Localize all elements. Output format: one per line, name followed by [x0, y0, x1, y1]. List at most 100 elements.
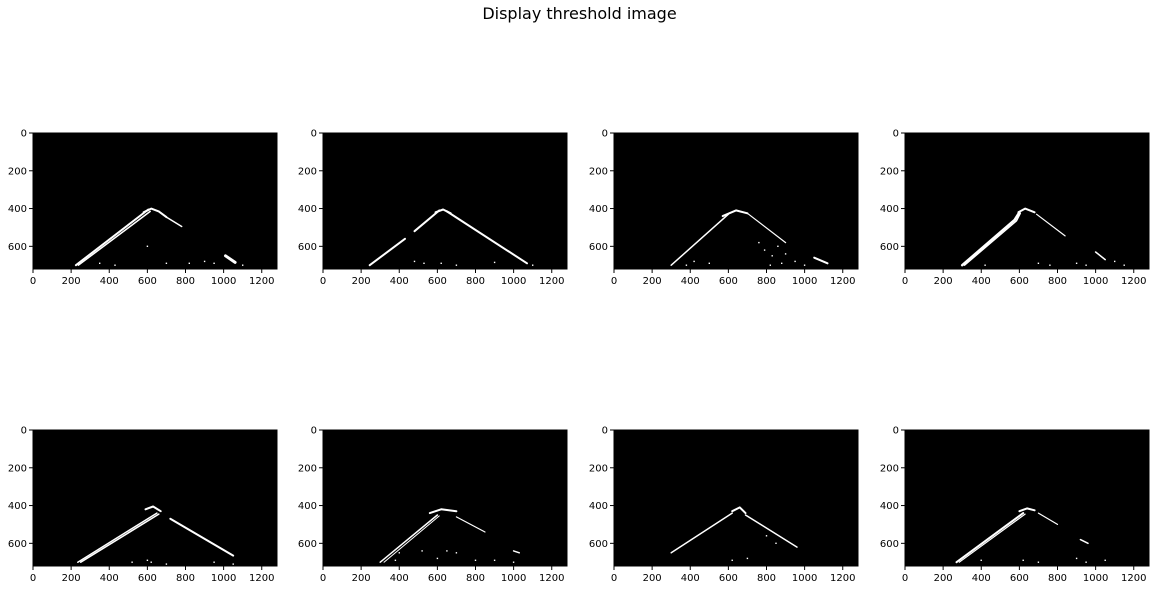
speck-10 — [693, 260, 695, 263]
speck-1 — [763, 249, 766, 251]
x-tick-label: 400 — [681, 573, 700, 584]
speck-6 — [394, 559, 397, 561]
x-tick-label: 0 — [30, 573, 36, 584]
x-tick-label: 1000 — [792, 573, 817, 584]
speck-8 — [493, 559, 496, 561]
x-tick-label: 600 — [719, 276, 738, 287]
x-tick-label: 0 — [320, 276, 326, 287]
speck-6 — [440, 262, 442, 264]
x-tick-label: 1000 — [211, 573, 236, 584]
subplot-1: 0 200 400 600 800 1000 1200 0 200 400 600 — [8, 129, 278, 287]
x-tick-label: 1200 — [539, 573, 564, 584]
x-tick-label: 0 — [902, 276, 908, 287]
x-tick-label: 0 — [902, 573, 908, 584]
speck-5 — [1049, 264, 1051, 266]
speck-3 — [493, 261, 496, 264]
edge-line-4 — [169, 517, 235, 557]
x-tick-label: 400 — [100, 573, 119, 584]
y-tick-label: 400 — [298, 204, 317, 215]
figure-title: Display threshold image — [482, 4, 677, 23]
speck-3 — [1104, 559, 1106, 561]
edge-line-2 — [413, 209, 441, 233]
y-tick-label: 600 — [8, 242, 27, 253]
subplot-6: 0 200 400 600 800 1000 1200 0 200 400 600 — [298, 426, 568, 584]
y-tick-label: 0 — [21, 129, 27, 140]
x-tick-label: 200 — [62, 276, 81, 287]
subplot-8: 0 200 400 600 800 1000 1200 0 200 400 600 — [880, 426, 1150, 584]
y-tick-label: 600 — [298, 539, 317, 550]
speck-2 — [150, 561, 152, 563]
x-tick-label: 1000 — [211, 276, 236, 287]
x-tick-label: 400 — [972, 276, 991, 287]
edge-line-2 — [958, 513, 1026, 563]
edge-line-5 — [1094, 251, 1106, 261]
threshold-image — [323, 430, 567, 566]
y-tick-label: 600 — [589, 539, 608, 550]
axes-frame — [904, 132, 1150, 270]
x-tick-label: 1200 — [249, 573, 274, 584]
x-tick-label: 200 — [934, 573, 953, 584]
subplot-2: 0 200 400 600 800 1000 1200 0 200 400 600 — [298, 129, 568, 287]
x-tick-label: 200 — [643, 276, 662, 287]
y-tick-label: 400 — [298, 501, 317, 512]
edge-line-4 — [1037, 512, 1059, 526]
threshold-image — [33, 133, 277, 269]
x-tick-label: 1000 — [501, 573, 526, 584]
speck-4 — [242, 264, 244, 266]
x-tick-label: 800 — [1048, 276, 1067, 287]
speck-5 — [165, 262, 168, 264]
x-tick-label: 800 — [757, 276, 776, 287]
edge-line-3 — [142, 207, 168, 219]
edge-line-4 — [445, 210, 528, 265]
y-tick-label: 400 — [8, 204, 27, 215]
speck-2 — [746, 557, 749, 560]
x-tick-label: 1200 — [1121, 276, 1146, 287]
edge-line-2 — [721, 209, 749, 218]
x-tick-label: 1200 — [539, 276, 564, 287]
y-tick-label: 0 — [311, 426, 317, 437]
x-tick-label: 400 — [100, 276, 119, 287]
speck-3 — [1123, 264, 1125, 266]
subplot-7: 0 200 400 600 800 1000 1200 0 200 400 600 — [589, 426, 859, 584]
speck-8 — [213, 262, 215, 264]
x-tick-label: 200 — [643, 573, 662, 584]
edge-line-1 — [379, 514, 439, 563]
edge-line-2 — [731, 506, 747, 515]
threshold-image — [905, 430, 1149, 566]
y-tick-label: 0 — [21, 426, 27, 437]
x-tick-label: 0 — [30, 276, 36, 287]
speck-3 — [203, 260, 206, 263]
x-tick-label: 1000 — [792, 276, 817, 287]
x-tick-label: 600 — [428, 276, 447, 287]
x-tick-label: 1000 — [1083, 276, 1108, 287]
edge-line-1 — [670, 512, 733, 554]
speck-6 — [131, 561, 133, 563]
x-tick-label: 600 — [1010, 573, 1029, 584]
x-tick-label: 400 — [390, 276, 409, 287]
x-tick-label: 200 — [62, 573, 81, 584]
speck-7 — [99, 262, 101, 264]
edge-line-1 — [77, 512, 158, 563]
edge-line-3 — [144, 505, 162, 513]
threshold-image — [614, 430, 858, 566]
y-tick-label: 400 — [880, 501, 899, 512]
speck-11 — [685, 264, 688, 266]
speck-3 — [775, 542, 777, 544]
axes-frame — [322, 429, 568, 567]
speck-2 — [188, 262, 190, 264]
x-tick-label: 600 — [428, 573, 447, 584]
speck-6 — [758, 241, 760, 244]
speck-4 — [213, 561, 215, 563]
edge-line-4 — [813, 256, 829, 265]
x-tick-label: 1200 — [1121, 573, 1146, 584]
edge-line-1 — [670, 213, 730, 266]
edge-line-2 — [963, 212, 1022, 266]
speck-6 — [114, 264, 116, 266]
x-tick-label: 1000 — [1083, 573, 1108, 584]
x-tick-label: 800 — [1048, 573, 1067, 584]
y-tick-label: 200 — [298, 463, 317, 474]
speck-9 — [512, 561, 515, 563]
speck-2 — [436, 557, 439, 560]
x-tick-label: 200 — [352, 276, 371, 287]
x-tick-label: 800 — [757, 573, 776, 584]
